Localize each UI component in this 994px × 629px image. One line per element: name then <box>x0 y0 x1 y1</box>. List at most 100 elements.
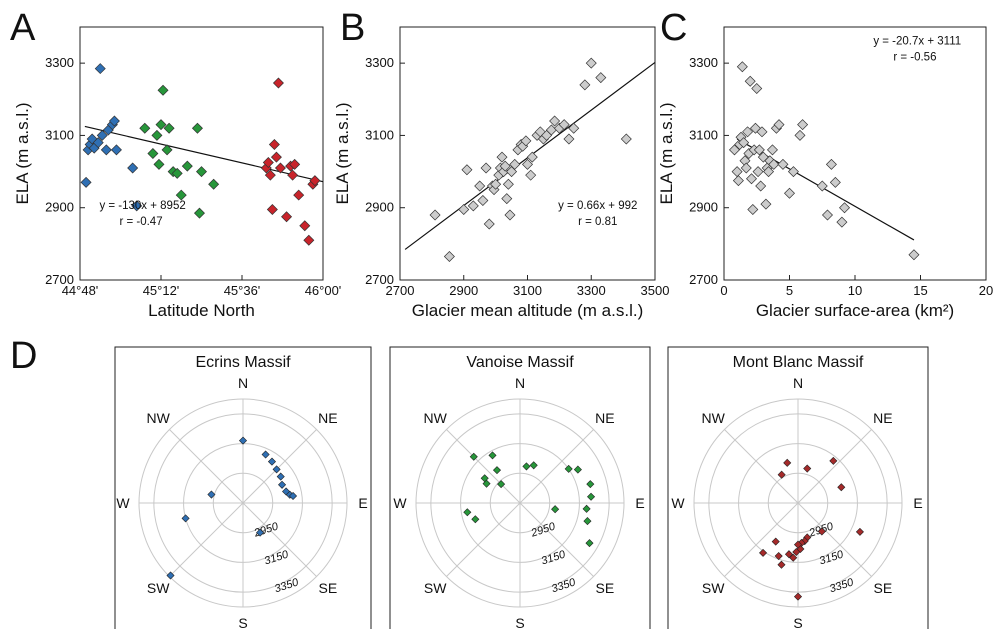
y-tick-label: 3300 <box>45 55 74 70</box>
data-point <box>751 82 763 94</box>
x-tick-label: 2900 <box>449 283 478 298</box>
data-point <box>490 178 502 190</box>
polar-data-point <box>583 517 592 526</box>
data-point <box>755 180 767 192</box>
polar-data-point <box>783 458 792 467</box>
polar-data-point <box>793 540 803 549</box>
data-point <box>139 122 151 134</box>
polar-data-point <box>829 456 838 465</box>
regression-equation: y = -20.7x + 3111 <box>873 36 961 48</box>
polar-data-point <box>469 452 478 461</box>
direction-label: S <box>238 615 247 629</box>
data-point <box>274 162 286 174</box>
polar-data-point <box>278 480 287 489</box>
data-point <box>821 209 833 221</box>
regression-line <box>84 125 324 183</box>
polar-spoke <box>446 429 521 504</box>
y-tick-label: 2900 <box>365 200 394 215</box>
polar-frame <box>389 346 651 629</box>
data-point <box>151 129 163 141</box>
data-point <box>502 178 514 190</box>
polar-spoke <box>242 502 317 577</box>
data-point <box>760 198 772 210</box>
data-point <box>731 166 743 178</box>
polar-data-point <box>482 479 491 488</box>
polar-title: Ecrins Massif <box>195 354 291 371</box>
data-point <box>568 122 580 134</box>
polar-data-point <box>777 560 786 569</box>
data-point <box>509 158 521 170</box>
data-point <box>272 77 284 89</box>
polar-subplot: Mont Blanc MassifNNEESESSWWNW29503150335… <box>667 346 929 629</box>
data-point <box>595 72 607 84</box>
polar-data-point <box>463 508 472 517</box>
data-point <box>153 158 165 170</box>
data-point <box>92 137 104 149</box>
polar-data-point <box>492 466 502 475</box>
data-point <box>461 164 473 176</box>
data-point <box>266 204 278 216</box>
data-point <box>163 122 175 134</box>
x-tick-label: 2700 <box>386 283 415 298</box>
x-tick-label: 3300 <box>577 283 606 298</box>
x-tick-label: 0 <box>720 283 727 298</box>
data-point <box>303 234 315 246</box>
polar-data-point <box>586 480 595 489</box>
polar-frame <box>114 346 372 629</box>
data-point <box>131 200 143 212</box>
data-point <box>443 251 455 263</box>
data-point <box>96 129 108 141</box>
polar-data-point <box>759 548 768 557</box>
panel-label-d: D <box>10 335 37 377</box>
data-point <box>287 169 299 181</box>
direction-label: S <box>793 615 802 629</box>
polar-data-point <box>573 465 582 474</box>
polar-spoke <box>446 502 521 577</box>
polar-data-point <box>471 515 480 524</box>
direction-label: N <box>238 375 248 391</box>
polar-spoke <box>169 502 244 577</box>
x-tick-label: 44°48' <box>62 283 99 298</box>
direction-label: NE <box>873 410 892 426</box>
data-point <box>836 216 848 228</box>
data-point <box>787 166 799 178</box>
panel-label-c: C <box>660 7 687 49</box>
data-point <box>181 160 193 172</box>
data-point <box>520 135 532 147</box>
direction-label: W <box>671 495 685 511</box>
data-point <box>744 75 756 87</box>
data-point <box>147 148 159 159</box>
x-tick-label: 45°12' <box>143 283 180 298</box>
polar-data-point <box>288 491 298 500</box>
polar-spoke <box>724 429 799 504</box>
direction-label: SE <box>596 580 615 596</box>
polar-data-point <box>261 450 270 459</box>
data-point <box>309 175 321 187</box>
y-axis-label: ELA (m a.s.l.) <box>333 102 352 204</box>
regression-equation: y = -130x + 8952 <box>99 200 185 212</box>
y-tick-label: 2700 <box>365 272 394 287</box>
data-point <box>264 169 276 181</box>
polar-spoke <box>797 502 872 577</box>
polar-data-point <box>488 451 497 460</box>
polar-data-point <box>817 527 826 536</box>
data-point <box>728 144 740 156</box>
data-point <box>732 175 744 187</box>
data-point <box>429 209 441 221</box>
data-point <box>585 57 597 69</box>
data-point <box>80 176 92 188</box>
data-point <box>753 144 765 156</box>
data-point <box>558 119 570 131</box>
correlation-label: r = -0.47 <box>119 216 162 228</box>
polar-data-point <box>777 470 786 479</box>
data-point <box>155 119 167 131</box>
y-tick-label: 2700 <box>689 272 718 287</box>
data-point <box>191 122 203 134</box>
y-tick-label: 3100 <box>45 127 74 142</box>
y-tick-label: 2700 <box>45 272 74 287</box>
data-point <box>526 151 538 163</box>
direction-label: E <box>635 495 644 511</box>
direction-label: N <box>515 375 525 391</box>
